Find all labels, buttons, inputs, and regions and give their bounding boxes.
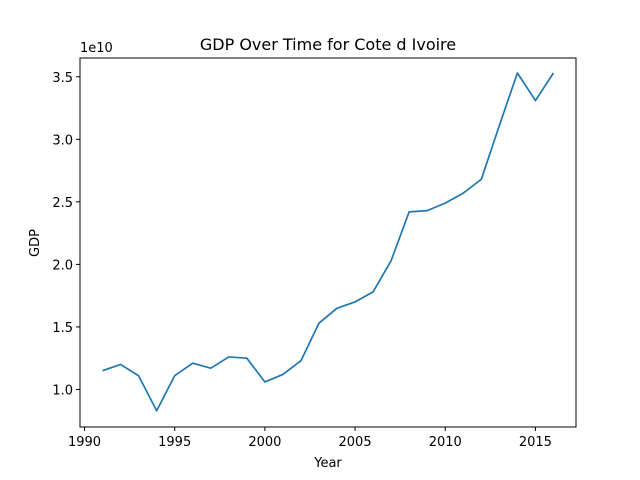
plot-area <box>102 72 555 412</box>
series-line <box>102 72 555 412</box>
x-tick-label-1995: 1995 <box>158 435 191 450</box>
x-tick-label-2005: 2005 <box>339 435 372 450</box>
x-tick-label-2010: 2010 <box>429 435 462 450</box>
y-axis-label: GDP <box>28 229 43 257</box>
x-tick-label-1990: 1990 <box>68 435 101 450</box>
chart-title: GDP Over Time for Cote d Ivoire <box>200 35 456 54</box>
y-tick-label-2.5: 2.5 <box>52 196 73 211</box>
axes-frame <box>79 57 577 428</box>
y-tick-label-3.5: 3.5 <box>52 71 73 86</box>
x-tick-label-2015: 2015 <box>519 435 552 450</box>
y-tick-label-3.0: 3.0 <box>52 133 73 148</box>
y-tick-label-1.5: 1.5 <box>52 321 73 336</box>
y-tick-label-2.0: 2.0 <box>52 258 73 273</box>
y-tick-label-1.0: 1.0 <box>52 383 73 398</box>
x-axis-label: Year <box>313 456 342 471</box>
y-offset-label: 1e10 <box>80 41 113 56</box>
x-tick-label-2000: 2000 <box>248 435 281 450</box>
axes: 1990 1995 2000 2005 2010 2015 1.0 1.5 2.0 2.5 3.0 3… <box>52 57 577 450</box>
